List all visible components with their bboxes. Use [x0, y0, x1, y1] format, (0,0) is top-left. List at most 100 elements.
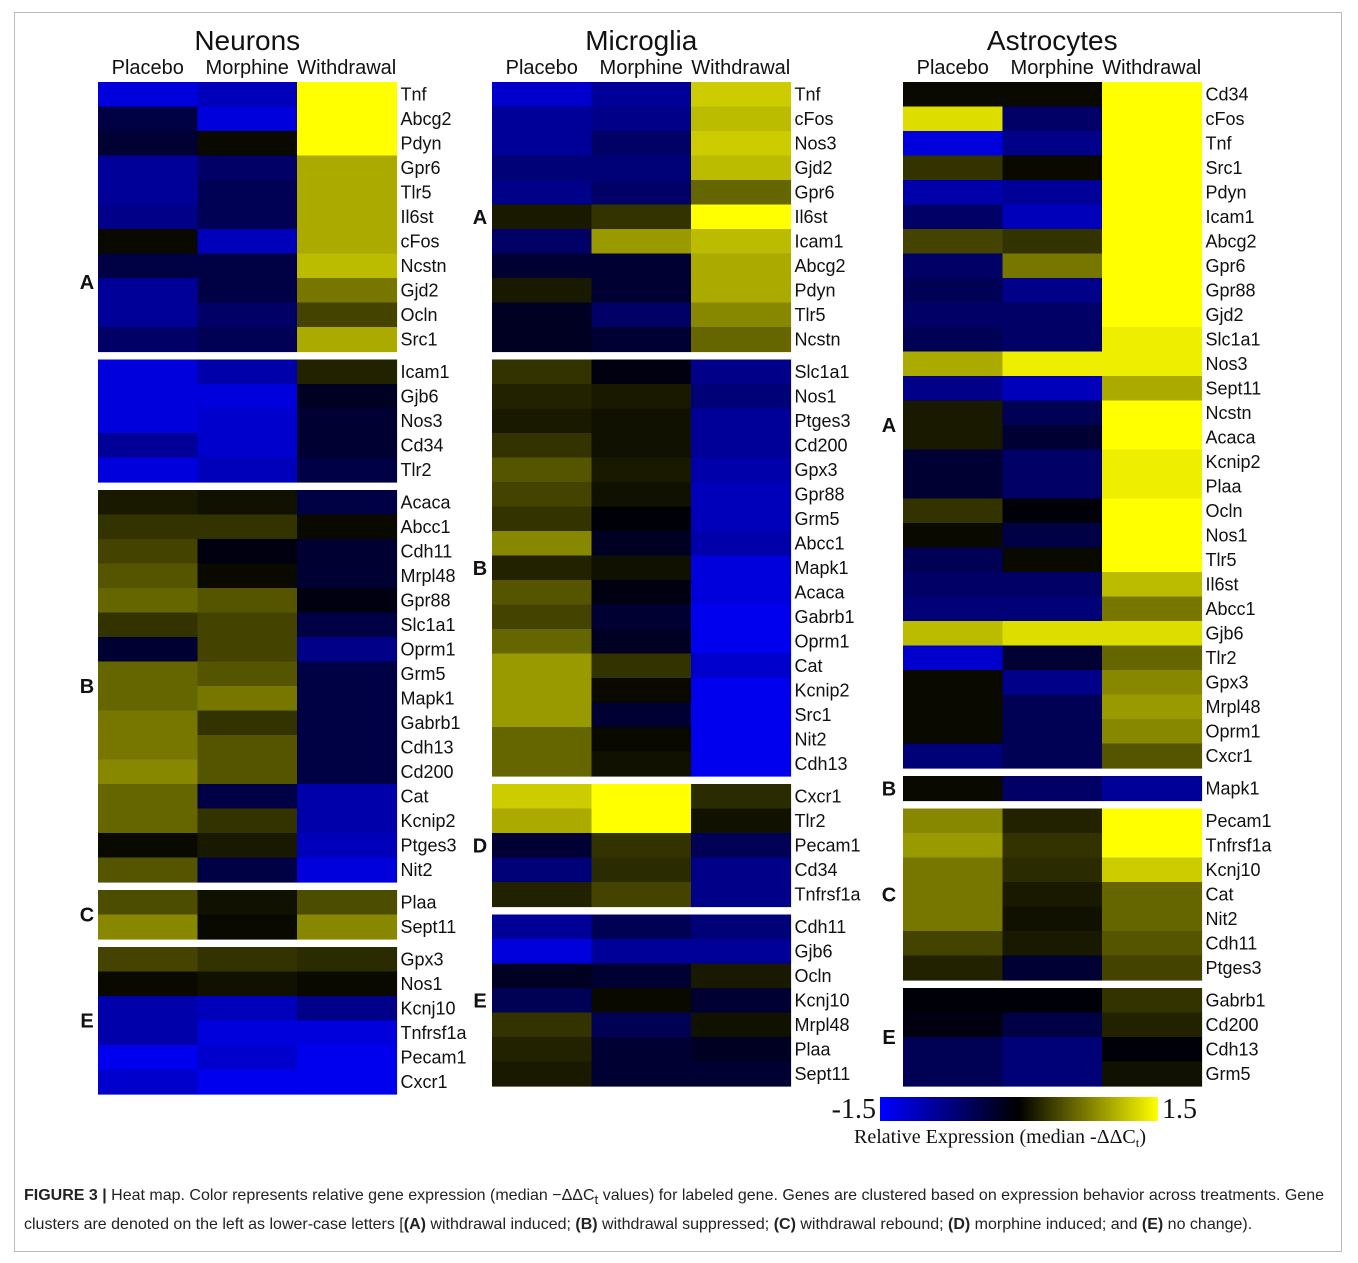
gene-label: Mapk1 — [401, 689, 455, 709]
heatmap-cell — [691, 702, 792, 728]
gene-label: cFos — [401, 232, 440, 252]
heatmap-cell — [297, 686, 398, 712]
heatmap-cell — [691, 131, 792, 157]
gene-label: Kcnj10 — [401, 999, 456, 1019]
heatmap-cell — [1102, 204, 1203, 230]
heatmap-cell — [591, 555, 692, 581]
heatmap-cell — [197, 1069, 298, 1095]
heatmap-cell — [197, 914, 298, 940]
heatmap-cell — [1102, 106, 1203, 132]
heatmap-cell — [591, 857, 692, 883]
heatmap-cell — [691, 857, 792, 883]
heatmap-cell — [197, 735, 298, 761]
heatmap-cell — [98, 1020, 199, 1046]
heatmap-cell — [591, 180, 692, 206]
heatmap-cell — [492, 727, 593, 753]
heatmap-cell — [691, 359, 792, 385]
heatmap-cell — [1002, 988, 1103, 1014]
heatmap-cell — [1102, 400, 1203, 426]
heatmap-cell — [691, 882, 792, 908]
heatmap-cell — [492, 359, 593, 385]
caption-c-label: (C) — [773, 1216, 796, 1234]
heatmap-cell — [197, 327, 298, 353]
gene-label: Ptges3 — [795, 411, 851, 431]
gene-label: Cxcr1 — [795, 787, 842, 807]
gene-label: Gpr6 — [401, 158, 441, 178]
heatmap-cell — [98, 637, 199, 663]
heatmap-cell — [1002, 229, 1103, 255]
gene-label: Grm5 — [795, 509, 840, 529]
heatmap-cell — [197, 106, 298, 132]
heatmap-cell — [1002, 253, 1103, 279]
heatmap-cell — [197, 808, 298, 834]
heatmap-cell — [903, 425, 1004, 451]
gene-label: Tnfrsf1a — [401, 1023, 468, 1043]
cluster-label: A — [80, 272, 94, 294]
heatmap-cell — [297, 808, 398, 834]
heatmap-cell — [197, 890, 298, 916]
heatmap-cell — [98, 833, 199, 859]
heatmap-cell — [691, 229, 792, 255]
heatmap-cell — [98, 971, 199, 997]
column-header-placebo: Placebo — [112, 57, 184, 79]
gene-label: Tlr5 — [401, 183, 432, 203]
gene-label: Cd200 — [795, 436, 848, 456]
heatmap-cell — [98, 735, 199, 761]
heatmap-cell — [1102, 474, 1203, 500]
heatmap-cell — [591, 580, 692, 606]
heatmap-cell — [297, 457, 398, 483]
heatmap-cell — [492, 384, 593, 410]
heatmap-cell — [98, 327, 199, 353]
heatmap-cell — [1002, 155, 1103, 181]
heatmap-cell — [297, 996, 398, 1022]
heatmap-cell — [492, 963, 593, 989]
heatmap-cell — [98, 808, 199, 834]
heatmap-cell — [591, 302, 692, 328]
heatmap-cell — [492, 653, 593, 679]
gene-label: Cd34 — [401, 436, 444, 456]
heatmap-cell — [1002, 645, 1103, 671]
heatmap-cell — [691, 629, 792, 655]
heatmap-cell — [591, 408, 692, 434]
heatmap-cell — [197, 1045, 298, 1071]
gene-label: Cat — [1206, 885, 1234, 905]
heatmap-cell — [98, 947, 199, 973]
heatmap-cell — [98, 784, 199, 810]
heatmap-cell — [492, 408, 593, 434]
heatmap-cell — [98, 661, 199, 687]
heatmap-cell — [903, 229, 1004, 255]
heatmap-cell — [1102, 621, 1203, 647]
heatmap-cell — [492, 180, 593, 206]
gene-label: Pecam1 — [795, 836, 861, 856]
heatmap-cell — [903, 474, 1004, 500]
heatmap-cell — [1102, 808, 1203, 834]
colorbar-max-label: 1.5 — [1162, 1094, 1197, 1125]
column-header-morphine: Morphine — [600, 57, 683, 79]
heatmap-cell — [903, 376, 1004, 402]
heatmap-cell — [98, 384, 199, 410]
gene-label: Cxcr1 — [401, 1072, 448, 1092]
heatmap-cell — [691, 82, 792, 108]
heatmap-cell — [1002, 204, 1103, 230]
gene-label: Gjd2 — [795, 158, 833, 178]
gene-label: Gpx3 — [401, 950, 444, 970]
gene-label: Gpr6 — [1206, 256, 1246, 276]
heatmap-cell — [691, 106, 792, 132]
heatmap-cell — [492, 808, 593, 834]
heatmap-cell — [297, 612, 398, 638]
heatmap-cell — [1002, 376, 1103, 402]
heatmap-cell — [297, 857, 398, 883]
heatmap-cell — [297, 947, 398, 973]
column-header-morphine: Morphine — [1011, 57, 1094, 79]
cluster-label: B — [80, 676, 94, 698]
heatmap-cell — [297, 204, 398, 230]
heatmap-cell — [197, 433, 298, 459]
heatmap-cell — [297, 1020, 398, 1046]
heatmap-cell — [1102, 376, 1203, 402]
gene-label: Cxcr1 — [1206, 746, 1253, 766]
heatmap-cell — [691, 784, 792, 810]
heatmap-cell — [1002, 400, 1103, 426]
gene-label: Gpr88 — [1206, 281, 1256, 301]
heatmap-cell — [691, 253, 792, 279]
